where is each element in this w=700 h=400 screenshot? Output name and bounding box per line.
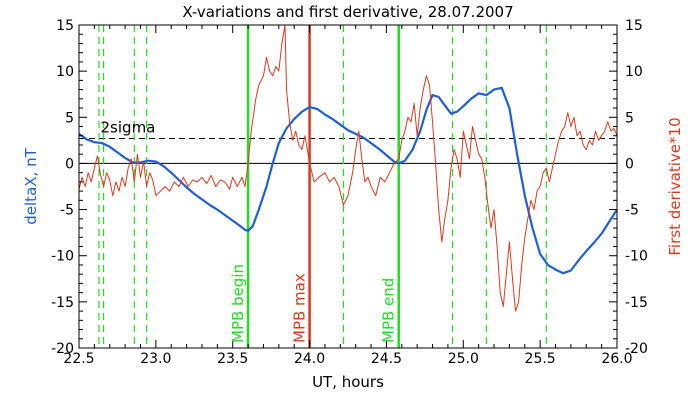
y-tick-label-left: 0: [65, 156, 74, 172]
y-tick-label-right: 15: [625, 18, 643, 34]
plot-frame: [78, 24, 618, 349]
x-tick-label: 22.5: [63, 351, 94, 367]
sigma-label: 2sigma: [101, 119, 156, 137]
x-tick-label: 24.0: [294, 351, 325, 367]
y-tick-label-left: 15: [56, 18, 74, 34]
green-dashed-lines-layer: [98, 25, 547, 348]
x-tick-label: 25.5: [525, 351, 556, 367]
y-tick-label-right: -20: [625, 341, 648, 357]
y-tick-label-right: 10: [625, 64, 643, 80]
x-tick-label: 24.5: [371, 351, 402, 367]
y-tick-label-left: 5: [65, 110, 74, 126]
chart-title: X-variations and first derivative, 28.07…: [182, 3, 513, 21]
x-tick-label: 23.0: [140, 351, 171, 367]
y-tick-label-right: -10: [625, 249, 648, 265]
y-tick-label-right: 5: [625, 110, 634, 126]
y-tick-label-left: -5: [60, 203, 74, 219]
y-tick-label-left: -10: [51, 249, 74, 265]
y-axis-title-right: First derivative*10: [666, 117, 684, 255]
y-tick-label-right: -5: [625, 203, 639, 219]
mpb-max-label: MPB max: [291, 273, 309, 343]
y-tick-label-left: -15: [51, 295, 74, 311]
series-line-derivative: [78, 24, 618, 312]
y-tick-label-left: 10: [56, 64, 74, 80]
x-tick-label: 23.5: [217, 351, 248, 367]
x-axis-title: UT, hours: [312, 373, 384, 391]
series-line-deltaX: [78, 86, 618, 275]
y-axis-title-left: deltaX, nT: [22, 147, 40, 224]
x-tick-label: 25.0: [448, 351, 479, 367]
y-tick-label-right: 0: [625, 156, 634, 172]
mpb-begin-label: MPB begin: [229, 264, 247, 343]
series-layer: [78, 24, 618, 312]
axis-ticks-layer: 22.5 23.0 23.5 24.0 24.5 25.0 25.5 26.0 15 10 5 0 -5…: [51, 18, 648, 367]
x-tick-label: 26.0: [601, 351, 632, 367]
mpb-end-label: MPB end: [380, 278, 398, 343]
y-tick-label-left: -20: [51, 341, 74, 357]
mpb-lines-layer: [246, 25, 400, 348]
y-tick-label-right: -15: [625, 295, 648, 311]
plot-frame-layer: [78, 24, 618, 349]
